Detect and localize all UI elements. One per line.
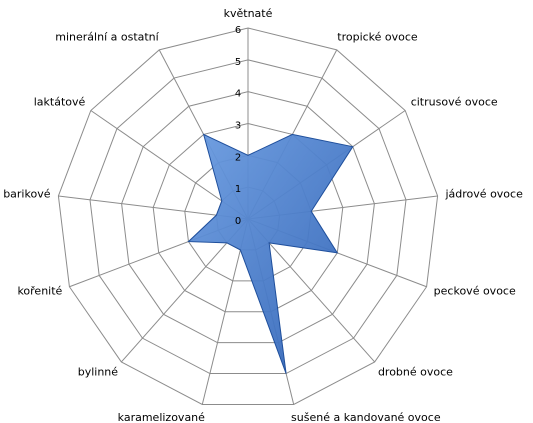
category-label: květnaté xyxy=(224,7,273,20)
category-label: jádrové ovoce xyxy=(445,187,524,200)
tick-label: 0 xyxy=(235,216,241,227)
grid-line xyxy=(57,27,439,405)
category-label: kořenité xyxy=(17,285,62,298)
tick-label: 5 xyxy=(235,57,241,68)
category-label: peckové ovoce xyxy=(434,285,516,298)
category-label: citrusové ovoce xyxy=(411,96,498,109)
category-label: karamelizované xyxy=(118,411,206,423)
category-label: drobné ovoce xyxy=(378,365,453,378)
data-area xyxy=(187,133,354,374)
category-label: minerální a ostatní xyxy=(55,30,159,43)
tick-label: 3 xyxy=(235,121,241,132)
grid-line xyxy=(121,91,375,344)
category-label: barikové xyxy=(3,187,51,200)
tick-label: 6 xyxy=(235,25,241,36)
grid-line xyxy=(89,59,407,375)
category-label: bylinné xyxy=(78,365,119,378)
tick-label: 2 xyxy=(235,152,241,163)
category-label: laktátové xyxy=(34,96,86,109)
tick-label: 4 xyxy=(235,89,241,100)
tick-label: 1 xyxy=(235,184,241,195)
category-label: tropické ovoce xyxy=(337,30,418,43)
category-label: sušené a kandované ovoce xyxy=(291,411,441,423)
